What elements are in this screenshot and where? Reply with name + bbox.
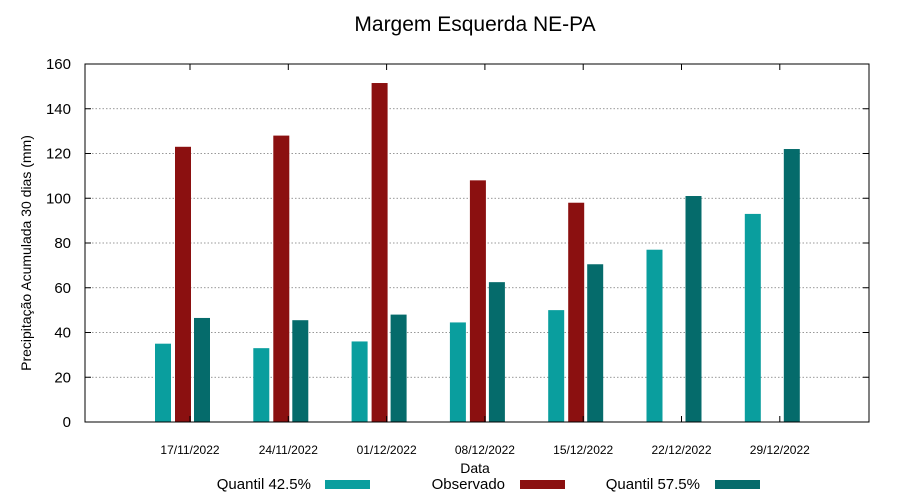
bar-quantil-42-5--3 <box>351 341 368 422</box>
bars <box>155 83 800 423</box>
bar-quantil-57-5--3 <box>390 314 407 422</box>
y-tick-label: 120 <box>46 146 71 163</box>
bar-observado-1 <box>175 146 191 422</box>
bar-quantil-42-5--7 <box>744 213 761 422</box>
bar-quantil-57-5--5 <box>587 264 604 422</box>
x-tick-label: 24/11/2022 <box>259 443 318 457</box>
bar-observado-4 <box>469 180 486 422</box>
x-axis-ticks: 17/11/2022 24/11/2022 01/12/2022 08/12/2022… <box>160 64 810 457</box>
bar-quantil-57-5--7 <box>783 149 800 422</box>
y-tick-label: 20 <box>54 369 71 386</box>
legend-swatch <box>715 480 760 489</box>
x-tick-label: 15/12/2022 <box>553 443 613 457</box>
bar-observado-5 <box>568 202 585 422</box>
x-tick-label: 01/12/2022 <box>357 443 417 457</box>
y-tick-label: 100 <box>46 190 71 207</box>
y-axis-label: Precipitação Acumulada 30 dias (mm) <box>18 135 34 371</box>
bar-quantil-42-5--6 <box>646 249 663 422</box>
bar-quantil-57-5--1 <box>194 317 210 422</box>
legend-swatch <box>520 480 565 489</box>
bar-quantil-42-5--5 <box>548 310 565 422</box>
bar-observado-2 <box>273 135 290 422</box>
x-tick-label: 17/11/2022 <box>160 443 219 457</box>
legend-label: Observado <box>432 476 505 493</box>
x-tick-label: 29/12/2022 <box>750 443 810 457</box>
bar-quantil-57-5--2 <box>292 320 309 422</box>
bar-observado-3 <box>371 83 388 423</box>
y-axis-ticks: 0 20 40 60 80 100 120 140 160 <box>46 56 869 431</box>
bar-quantil-57-5--4 <box>488 282 505 422</box>
chart-title: Margem Esquerda NE-PA <box>354 13 595 36</box>
y-tick-label: 40 <box>54 325 71 342</box>
bar-quantil-57-5--6 <box>685 196 702 422</box>
x-tick-label: 08/12/2022 <box>455 443 515 457</box>
y-tick-label: 80 <box>54 235 71 252</box>
y-tick-label: 60 <box>54 280 71 297</box>
bar-quantil-42-5--1 <box>155 343 171 422</box>
y-tick-label: 140 <box>46 101 71 118</box>
legend-label: Quantil 57.5% <box>606 476 700 493</box>
bar-quantil-42-5--2 <box>253 348 270 422</box>
legend: Quantil 42.5% Observado Quantil 57.5% <box>217 476 760 493</box>
legend-label: Quantil 42.5% <box>217 476 311 493</box>
bar-quantil-42-5--4 <box>449 322 466 422</box>
x-tick-label: 22/12/2022 <box>651 443 711 457</box>
y-tick-label: 160 <box>46 56 71 73</box>
x-axis-label: Data <box>460 460 490 476</box>
legend-swatch <box>325 480 370 489</box>
y-tick-label: 0 <box>63 414 71 431</box>
